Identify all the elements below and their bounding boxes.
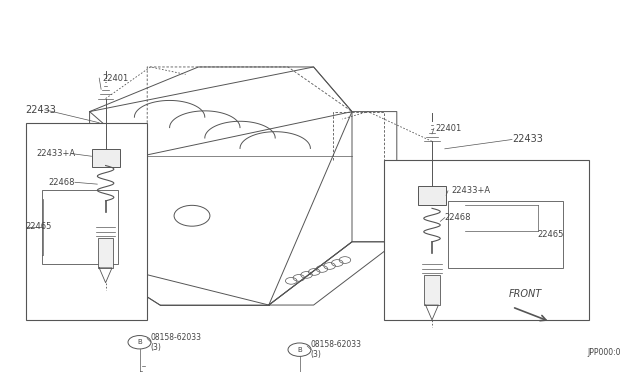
Bar — [98, 238, 113, 268]
Text: B: B — [297, 347, 302, 353]
Bar — [384, 160, 589, 320]
Text: 08158-62033
(3): 08158-62033 (3) — [150, 333, 202, 352]
Text: 22465: 22465 — [26, 222, 52, 231]
Text: 22433+A: 22433+A — [36, 149, 76, 158]
Bar — [42, 190, 118, 264]
Text: 22401: 22401 — [435, 124, 461, 133]
Text: 22401: 22401 — [102, 74, 129, 83]
Text: B: B — [137, 339, 142, 345]
Text: 22468: 22468 — [445, 213, 471, 222]
Text: 08158-62033
(3): 08158-62033 (3) — [310, 340, 362, 359]
Bar — [424, 275, 440, 305]
Bar — [26, 123, 147, 320]
Text: 22433+A: 22433+A — [451, 186, 490, 195]
Text: 22433: 22433 — [26, 105, 56, 115]
FancyBboxPatch shape — [418, 186, 446, 205]
Text: 22465: 22465 — [538, 230, 564, 239]
Text: FRONT: FRONT — [509, 289, 542, 299]
FancyBboxPatch shape — [92, 149, 120, 167]
Text: 22433: 22433 — [512, 135, 543, 144]
Bar — [448, 201, 563, 268]
Text: 22468: 22468 — [48, 178, 74, 187]
Text: JPP000:0: JPP000:0 — [588, 348, 621, 357]
